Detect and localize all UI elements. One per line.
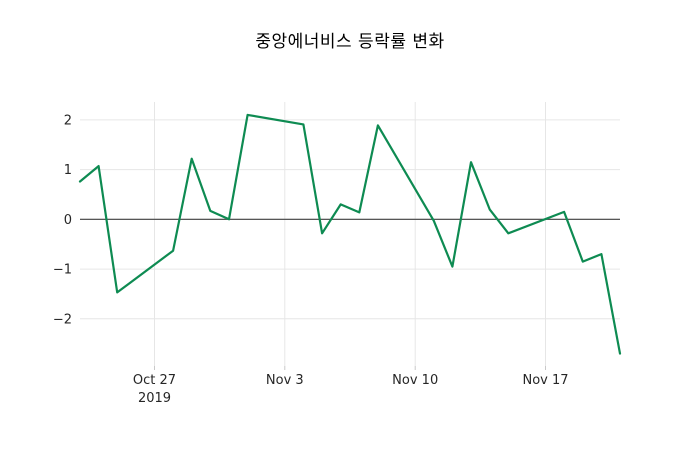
price-change-line xyxy=(78,113,622,355)
y-tick-label: 2 xyxy=(64,113,72,128)
x-tick-label: Nov 10 xyxy=(392,373,438,388)
y-tick-label: 0 xyxy=(64,213,72,228)
x-tick-year-label: 2019 xyxy=(138,391,171,406)
y-tick-label: 1 xyxy=(64,163,72,178)
y-tick-label: −2 xyxy=(53,312,72,327)
x-tick-label: Oct 27 xyxy=(133,373,176,388)
y-tick-label: −1 xyxy=(53,263,72,278)
chart-title: 중앙에너비스 등락률 변화 xyxy=(255,32,445,52)
x-tick-label: Nov 17 xyxy=(522,373,568,388)
x-tick-label: Nov 3 xyxy=(266,373,304,388)
